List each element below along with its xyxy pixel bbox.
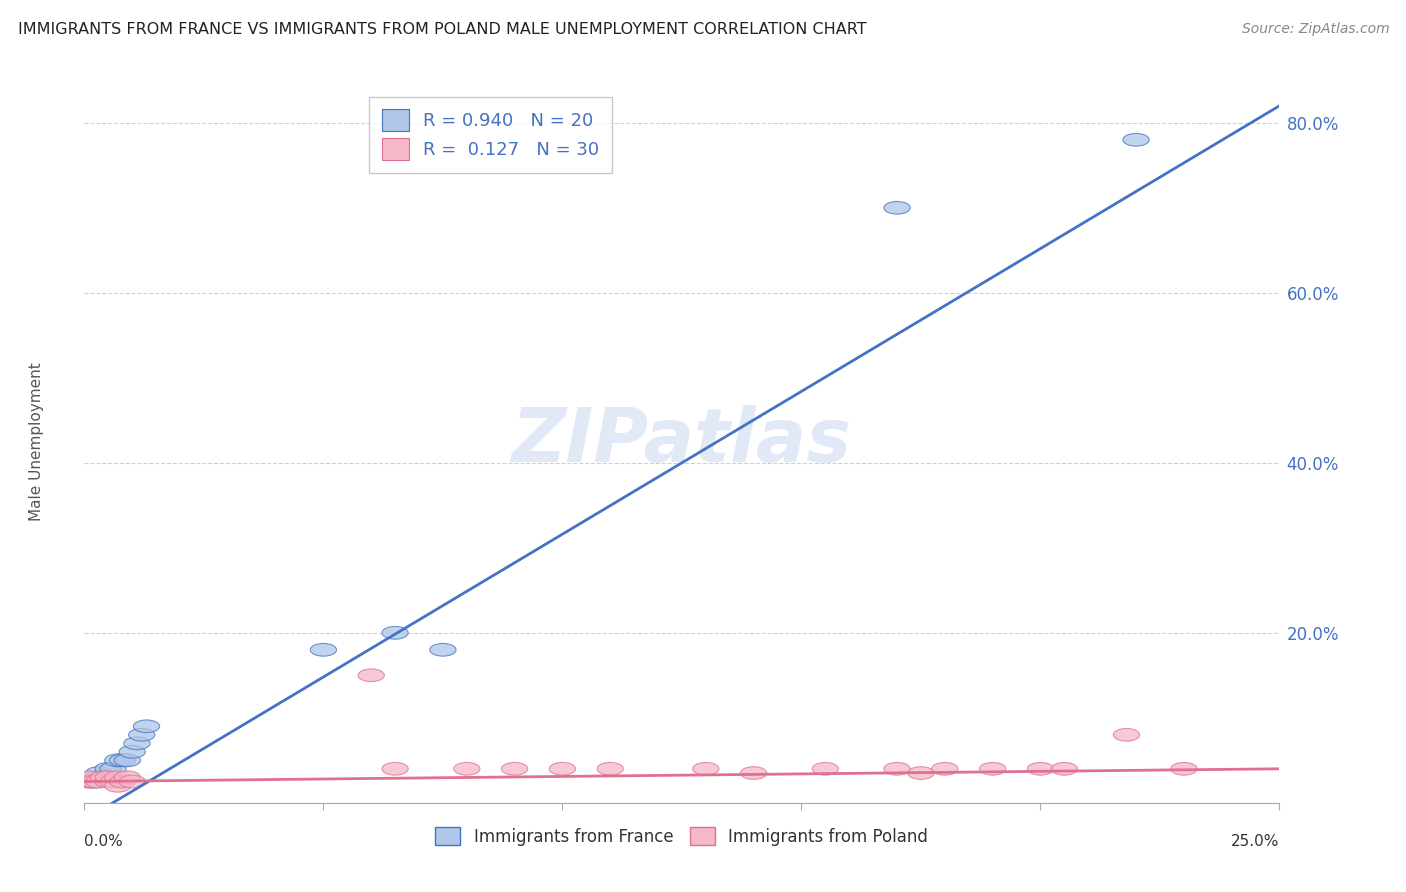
Ellipse shape (932, 763, 957, 775)
Ellipse shape (120, 746, 145, 758)
Ellipse shape (100, 763, 127, 775)
Ellipse shape (110, 775, 136, 788)
Ellipse shape (114, 771, 141, 784)
Ellipse shape (90, 771, 117, 784)
Ellipse shape (96, 771, 121, 784)
Ellipse shape (598, 763, 623, 775)
Ellipse shape (96, 771, 121, 784)
Ellipse shape (114, 754, 141, 766)
Ellipse shape (76, 771, 103, 784)
Ellipse shape (359, 669, 384, 681)
Ellipse shape (76, 775, 103, 788)
Ellipse shape (980, 763, 1005, 775)
Ellipse shape (134, 720, 160, 732)
Ellipse shape (1171, 763, 1197, 775)
Ellipse shape (813, 763, 838, 775)
Ellipse shape (454, 763, 479, 775)
Ellipse shape (693, 763, 718, 775)
Ellipse shape (502, 763, 527, 775)
Ellipse shape (96, 775, 121, 788)
Ellipse shape (884, 763, 910, 775)
Ellipse shape (120, 775, 145, 788)
Ellipse shape (124, 737, 150, 749)
Ellipse shape (104, 771, 131, 784)
Text: Male Unemployment: Male Unemployment (30, 362, 44, 521)
Ellipse shape (80, 775, 107, 788)
Ellipse shape (430, 643, 456, 657)
Ellipse shape (110, 754, 136, 766)
Ellipse shape (550, 763, 575, 775)
Ellipse shape (884, 202, 910, 214)
Text: Source: ZipAtlas.com: Source: ZipAtlas.com (1241, 22, 1389, 37)
Ellipse shape (1123, 134, 1149, 146)
Ellipse shape (1114, 729, 1140, 741)
Ellipse shape (128, 729, 155, 741)
Ellipse shape (76, 775, 103, 788)
Text: IMMIGRANTS FROM FRANCE VS IMMIGRANTS FROM POLAND MALE UNEMPLOYMENT CORRELATION C: IMMIGRANTS FROM FRANCE VS IMMIGRANTS FRO… (18, 22, 868, 37)
Ellipse shape (86, 767, 112, 780)
Ellipse shape (1052, 763, 1077, 775)
Ellipse shape (90, 771, 117, 784)
Ellipse shape (104, 754, 131, 766)
Ellipse shape (382, 763, 408, 775)
Ellipse shape (1028, 763, 1053, 775)
Ellipse shape (86, 771, 112, 784)
Legend: Immigrants from France, Immigrants from Poland: Immigrants from France, Immigrants from … (429, 821, 935, 852)
Ellipse shape (96, 763, 121, 775)
Ellipse shape (741, 767, 766, 780)
Ellipse shape (908, 767, 934, 780)
Text: ZIPatlas: ZIPatlas (512, 405, 852, 478)
Text: 0.0%: 0.0% (84, 834, 124, 849)
Ellipse shape (100, 775, 127, 788)
Ellipse shape (382, 626, 408, 640)
Ellipse shape (80, 775, 107, 788)
Ellipse shape (86, 775, 112, 788)
Ellipse shape (104, 780, 131, 792)
Ellipse shape (311, 643, 336, 657)
Text: 25.0%: 25.0% (1232, 834, 1279, 849)
